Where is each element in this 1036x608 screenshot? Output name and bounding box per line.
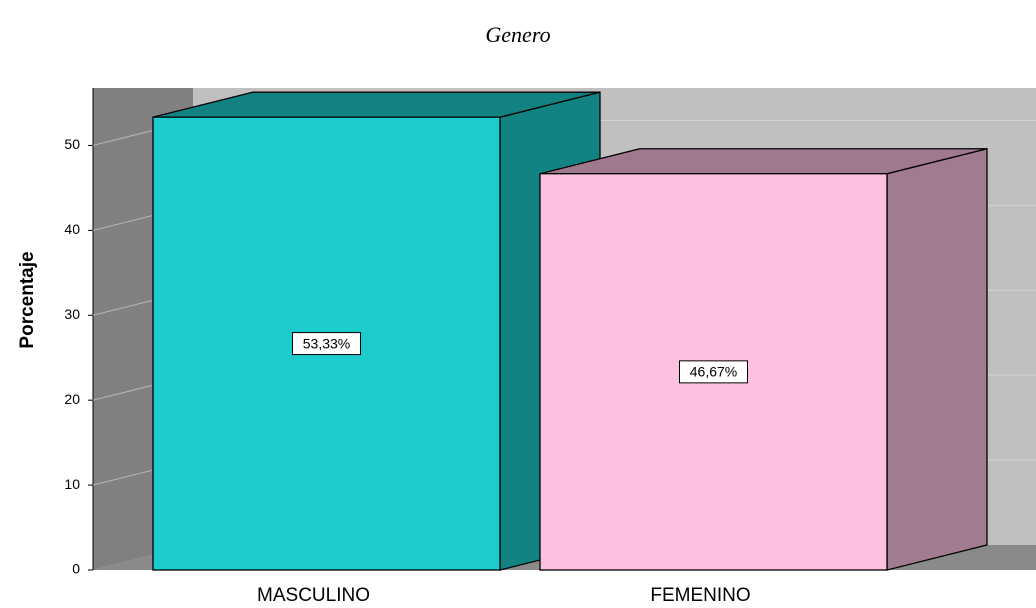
- chart-title: Genero: [485, 22, 550, 47]
- y-tick-label: 20: [64, 391, 80, 407]
- y-axis-title: Porcentaje: [17, 251, 38, 348]
- y-tick-label: 10: [64, 476, 80, 492]
- y-tick-label: 30: [64, 306, 80, 322]
- bar-side: [886, 147, 988, 571]
- y-tick-label: 40: [64, 221, 80, 237]
- y-tick-label: 0: [72, 561, 80, 577]
- value-label-box: [679, 360, 748, 384]
- x-tick-label: FEMENINO: [650, 585, 750, 606]
- x-tick-label: MASCULINO: [257, 585, 370, 606]
- value-label: 53,33%: [303, 335, 350, 351]
- y-tick-label: 50: [64, 136, 80, 152]
- value-label-box: [292, 332, 361, 356]
- value-label: 46,67%: [690, 364, 737, 380]
